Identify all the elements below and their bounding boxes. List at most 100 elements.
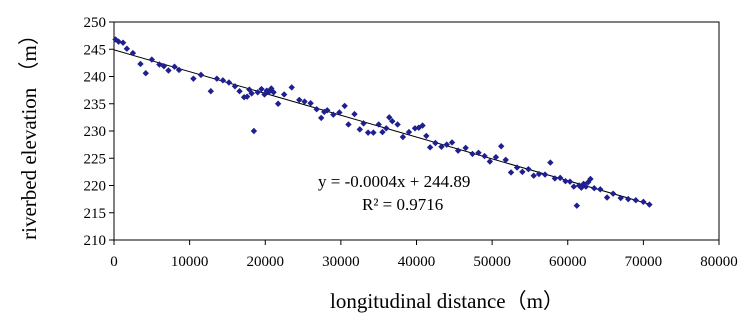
data-point xyxy=(438,143,445,151)
data-point xyxy=(351,110,358,118)
data-point xyxy=(448,139,456,146)
data-point xyxy=(336,109,343,116)
data-point xyxy=(207,88,214,95)
data-point xyxy=(258,85,265,93)
data-point xyxy=(250,127,258,135)
y-tick-label: 230 xyxy=(84,124,107,140)
y-tick-label: 225 xyxy=(84,151,107,167)
data-point xyxy=(507,169,515,176)
data-point xyxy=(225,79,233,86)
data-point xyxy=(525,165,532,173)
data-point xyxy=(268,85,275,92)
x-tick-label: 20000 xyxy=(247,254,285,270)
data-point xyxy=(356,126,363,133)
data-point xyxy=(324,107,331,114)
data-point xyxy=(415,124,422,131)
y-tick-label: 240 xyxy=(84,70,107,86)
data-point xyxy=(165,67,172,74)
data-point xyxy=(591,185,598,192)
data-point xyxy=(443,141,450,148)
data-point xyxy=(566,178,574,185)
x-tick-label: 10000 xyxy=(171,254,209,270)
data-point xyxy=(112,36,119,43)
data-point xyxy=(123,45,131,52)
data-point xyxy=(330,111,337,118)
data-point xyxy=(243,93,251,100)
data-point xyxy=(580,180,587,188)
y-tick-label: 250 xyxy=(84,15,107,31)
data-point xyxy=(570,183,577,190)
data-point xyxy=(609,190,617,197)
data-point xyxy=(254,89,261,96)
data-point xyxy=(535,170,543,178)
data-point xyxy=(432,139,439,147)
data-point xyxy=(498,143,505,150)
data-point xyxy=(597,186,604,193)
data-point xyxy=(454,147,462,154)
data-point xyxy=(301,98,308,105)
data-point xyxy=(426,144,434,151)
data-point xyxy=(213,75,221,82)
data-point xyxy=(156,61,163,68)
data-point xyxy=(160,62,168,70)
data-point xyxy=(411,125,419,132)
data-point xyxy=(345,121,352,128)
plot-axes xyxy=(109,21,720,245)
x-tick-label: 80000 xyxy=(700,254,738,270)
data-point xyxy=(547,159,554,166)
data-points xyxy=(112,36,653,209)
r-squared-label: R² = 0.9716 xyxy=(362,195,443,214)
y-axis-title: riverbed elevation （m） xyxy=(17,24,41,240)
data-point xyxy=(646,201,653,208)
data-point xyxy=(197,71,205,79)
data-point xyxy=(562,177,569,185)
y-tick-label: 245 xyxy=(84,42,107,58)
data-point xyxy=(475,149,482,156)
data-point xyxy=(219,77,227,84)
x-tick-label: 70000 xyxy=(625,254,663,270)
data-point xyxy=(389,117,396,125)
data-point xyxy=(519,168,526,176)
data-point xyxy=(419,122,426,129)
data-point xyxy=(119,39,127,46)
data-point xyxy=(573,202,581,209)
data-point xyxy=(375,121,382,128)
data-point xyxy=(486,158,494,165)
data-point xyxy=(137,60,144,68)
data-point xyxy=(587,175,594,183)
x-tick-label: 50000 xyxy=(473,254,511,270)
data-point xyxy=(274,100,282,107)
data-point xyxy=(394,121,401,128)
data-point xyxy=(405,128,413,136)
data-point xyxy=(399,133,407,141)
data-point xyxy=(288,84,295,91)
trendline-equation: y = -0.0004x + 244.89 xyxy=(318,172,470,191)
data-point xyxy=(318,114,325,122)
x-tick-label: 30000 xyxy=(322,254,360,270)
data-point xyxy=(578,184,585,191)
data-point xyxy=(502,156,509,164)
y-tick-label: 220 xyxy=(84,179,107,195)
data-point xyxy=(551,175,559,182)
data-point xyxy=(129,49,137,57)
data-point xyxy=(462,144,469,152)
y-tick-label: 215 xyxy=(84,206,107,222)
data-point xyxy=(360,120,367,127)
y-tick-label: 235 xyxy=(84,97,107,113)
data-point xyxy=(513,164,521,171)
data-point xyxy=(148,56,156,63)
data-point xyxy=(582,183,590,190)
data-point xyxy=(171,63,178,70)
data-point xyxy=(190,75,197,82)
data-point xyxy=(270,89,277,96)
x-tick-label: 40000 xyxy=(398,254,436,270)
data-point xyxy=(541,171,549,178)
data-point xyxy=(364,129,372,136)
data-point xyxy=(142,70,149,77)
data-point xyxy=(265,88,273,95)
data-point xyxy=(481,152,488,160)
data-point xyxy=(175,66,183,74)
data-point xyxy=(248,90,255,97)
data-point xyxy=(341,102,348,110)
